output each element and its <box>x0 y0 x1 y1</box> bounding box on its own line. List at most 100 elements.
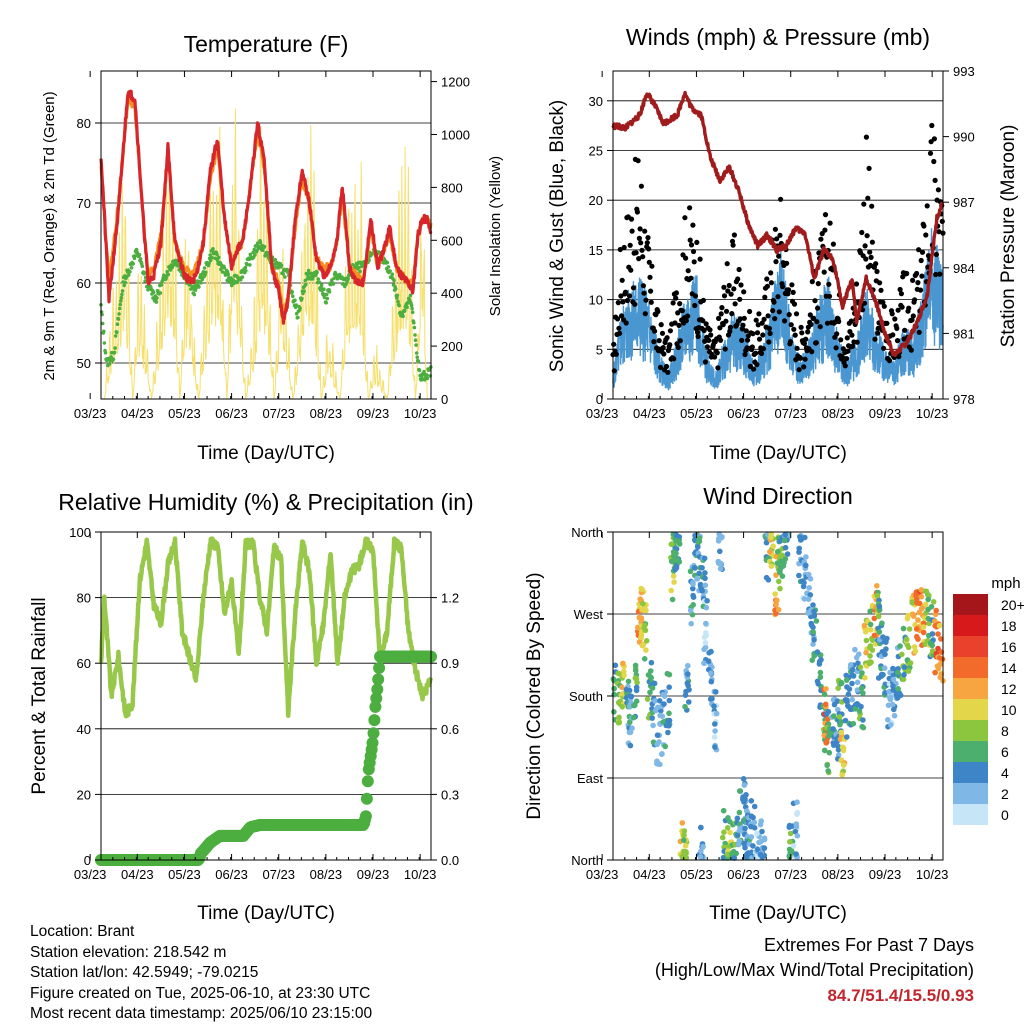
gust-point <box>782 318 788 324</box>
gust-point <box>894 338 901 344</box>
gust-point <box>791 301 798 307</box>
solar-insolation-series <box>101 108 431 400</box>
gust-point <box>918 257 924 264</box>
gust-point <box>708 332 714 338</box>
direction-point <box>655 761 661 767</box>
direction-point <box>918 606 925 612</box>
direction-point <box>743 792 749 798</box>
direction-point <box>641 625 647 631</box>
direction-point <box>712 728 718 734</box>
humidity-axes: 03/23 04/23 05/23 06/23 07/23 08/23 09/23 10/23… <box>69 525 459 882</box>
direction-point <box>840 762 847 768</box>
gust-point <box>777 232 783 238</box>
direction-point <box>748 798 755 804</box>
direction-point <box>772 591 778 597</box>
direction-point <box>874 592 881 599</box>
direction-point <box>685 662 691 669</box>
gust-point <box>786 312 792 318</box>
direction-point <box>825 768 831 774</box>
gust-point <box>796 367 802 373</box>
pressure-series <box>611 90 945 357</box>
direction-point <box>912 648 919 654</box>
x-tick-label: 06/23 <box>215 867 248 882</box>
gust-point <box>764 276 770 282</box>
direction-point <box>899 651 905 658</box>
direction-point <box>890 665 896 672</box>
dewpoint-point <box>252 247 257 252</box>
precip-series <box>95 650 437 866</box>
direction-point <box>830 713 837 719</box>
gust-point <box>771 299 777 305</box>
direction-point <box>779 573 786 579</box>
direction-point <box>765 577 772 583</box>
gust-point <box>627 242 633 248</box>
x-tick-label: 07/23 <box>774 406 807 421</box>
dewpoint-point <box>253 253 257 257</box>
dewpoint-point <box>238 277 243 282</box>
direction-point <box>665 729 671 736</box>
gust-point <box>875 330 881 336</box>
direction-point <box>838 729 845 736</box>
dewpoint-point <box>165 269 169 274</box>
legend-swatch <box>953 657 988 678</box>
direction-point <box>768 534 774 541</box>
direction-point <box>717 548 723 555</box>
gust-point <box>904 270 910 277</box>
direction-point <box>742 844 748 851</box>
gust-point <box>695 333 701 340</box>
dewpoint-point <box>251 250 255 255</box>
gust-point <box>910 313 916 319</box>
gust-point <box>619 277 625 283</box>
direction-point <box>922 601 929 608</box>
gust-point <box>694 239 700 245</box>
legend-swatch <box>953 720 988 741</box>
gust-point <box>801 340 808 347</box>
x-tick-label: 09/23 <box>869 867 902 882</box>
direction-point <box>891 712 898 719</box>
gust-point <box>648 288 654 294</box>
direction-point <box>661 701 667 707</box>
y-tick-label: 80 <box>77 116 91 131</box>
dewpoint-point <box>392 278 396 283</box>
direction-point <box>803 562 809 569</box>
humidity-xlabel: Time (Day/UTC) <box>197 903 335 924</box>
extremes-title: Extremes For Past 7 Days <box>763 935 974 955</box>
gust-point <box>729 311 735 317</box>
dewpoint-point <box>134 247 139 252</box>
gust-point <box>866 165 872 171</box>
direction-point <box>704 598 710 604</box>
gust-point <box>840 355 846 361</box>
gust-point <box>873 261 879 267</box>
gust-point <box>830 241 837 247</box>
direction-point <box>751 825 758 831</box>
direction-point <box>757 821 764 828</box>
direction-point <box>855 660 861 666</box>
precip-point <box>372 673 385 686</box>
direction-point <box>611 691 617 698</box>
direction-point <box>784 551 791 557</box>
gust-point <box>700 297 707 303</box>
legend-swatch <box>953 783 988 804</box>
direction-point <box>727 829 733 836</box>
y-tick-label: North <box>571 853 603 868</box>
gust-point <box>768 280 775 286</box>
gust-point <box>655 308 661 315</box>
gust-point <box>877 280 883 286</box>
y2-tick-label: 0.0 <box>441 853 459 868</box>
direction-point <box>915 617 921 623</box>
direction-point <box>838 679 845 686</box>
direction-point <box>689 611 696 618</box>
gust-point <box>728 291 734 297</box>
gust-point <box>735 276 741 282</box>
gust-point <box>707 327 713 333</box>
gust-point <box>915 280 921 286</box>
humidity-panel: Relative Humidity (%) & Precipitation (i… <box>29 489 474 924</box>
direction-point <box>816 661 823 667</box>
dewpoint-point <box>140 264 145 269</box>
gust-point <box>939 218 945 224</box>
gust-point <box>861 201 867 207</box>
direction-point <box>891 706 897 713</box>
y2-tick-label: 984 <box>953 261 975 276</box>
legend-swatch <box>953 678 988 699</box>
precip-point <box>361 775 374 788</box>
